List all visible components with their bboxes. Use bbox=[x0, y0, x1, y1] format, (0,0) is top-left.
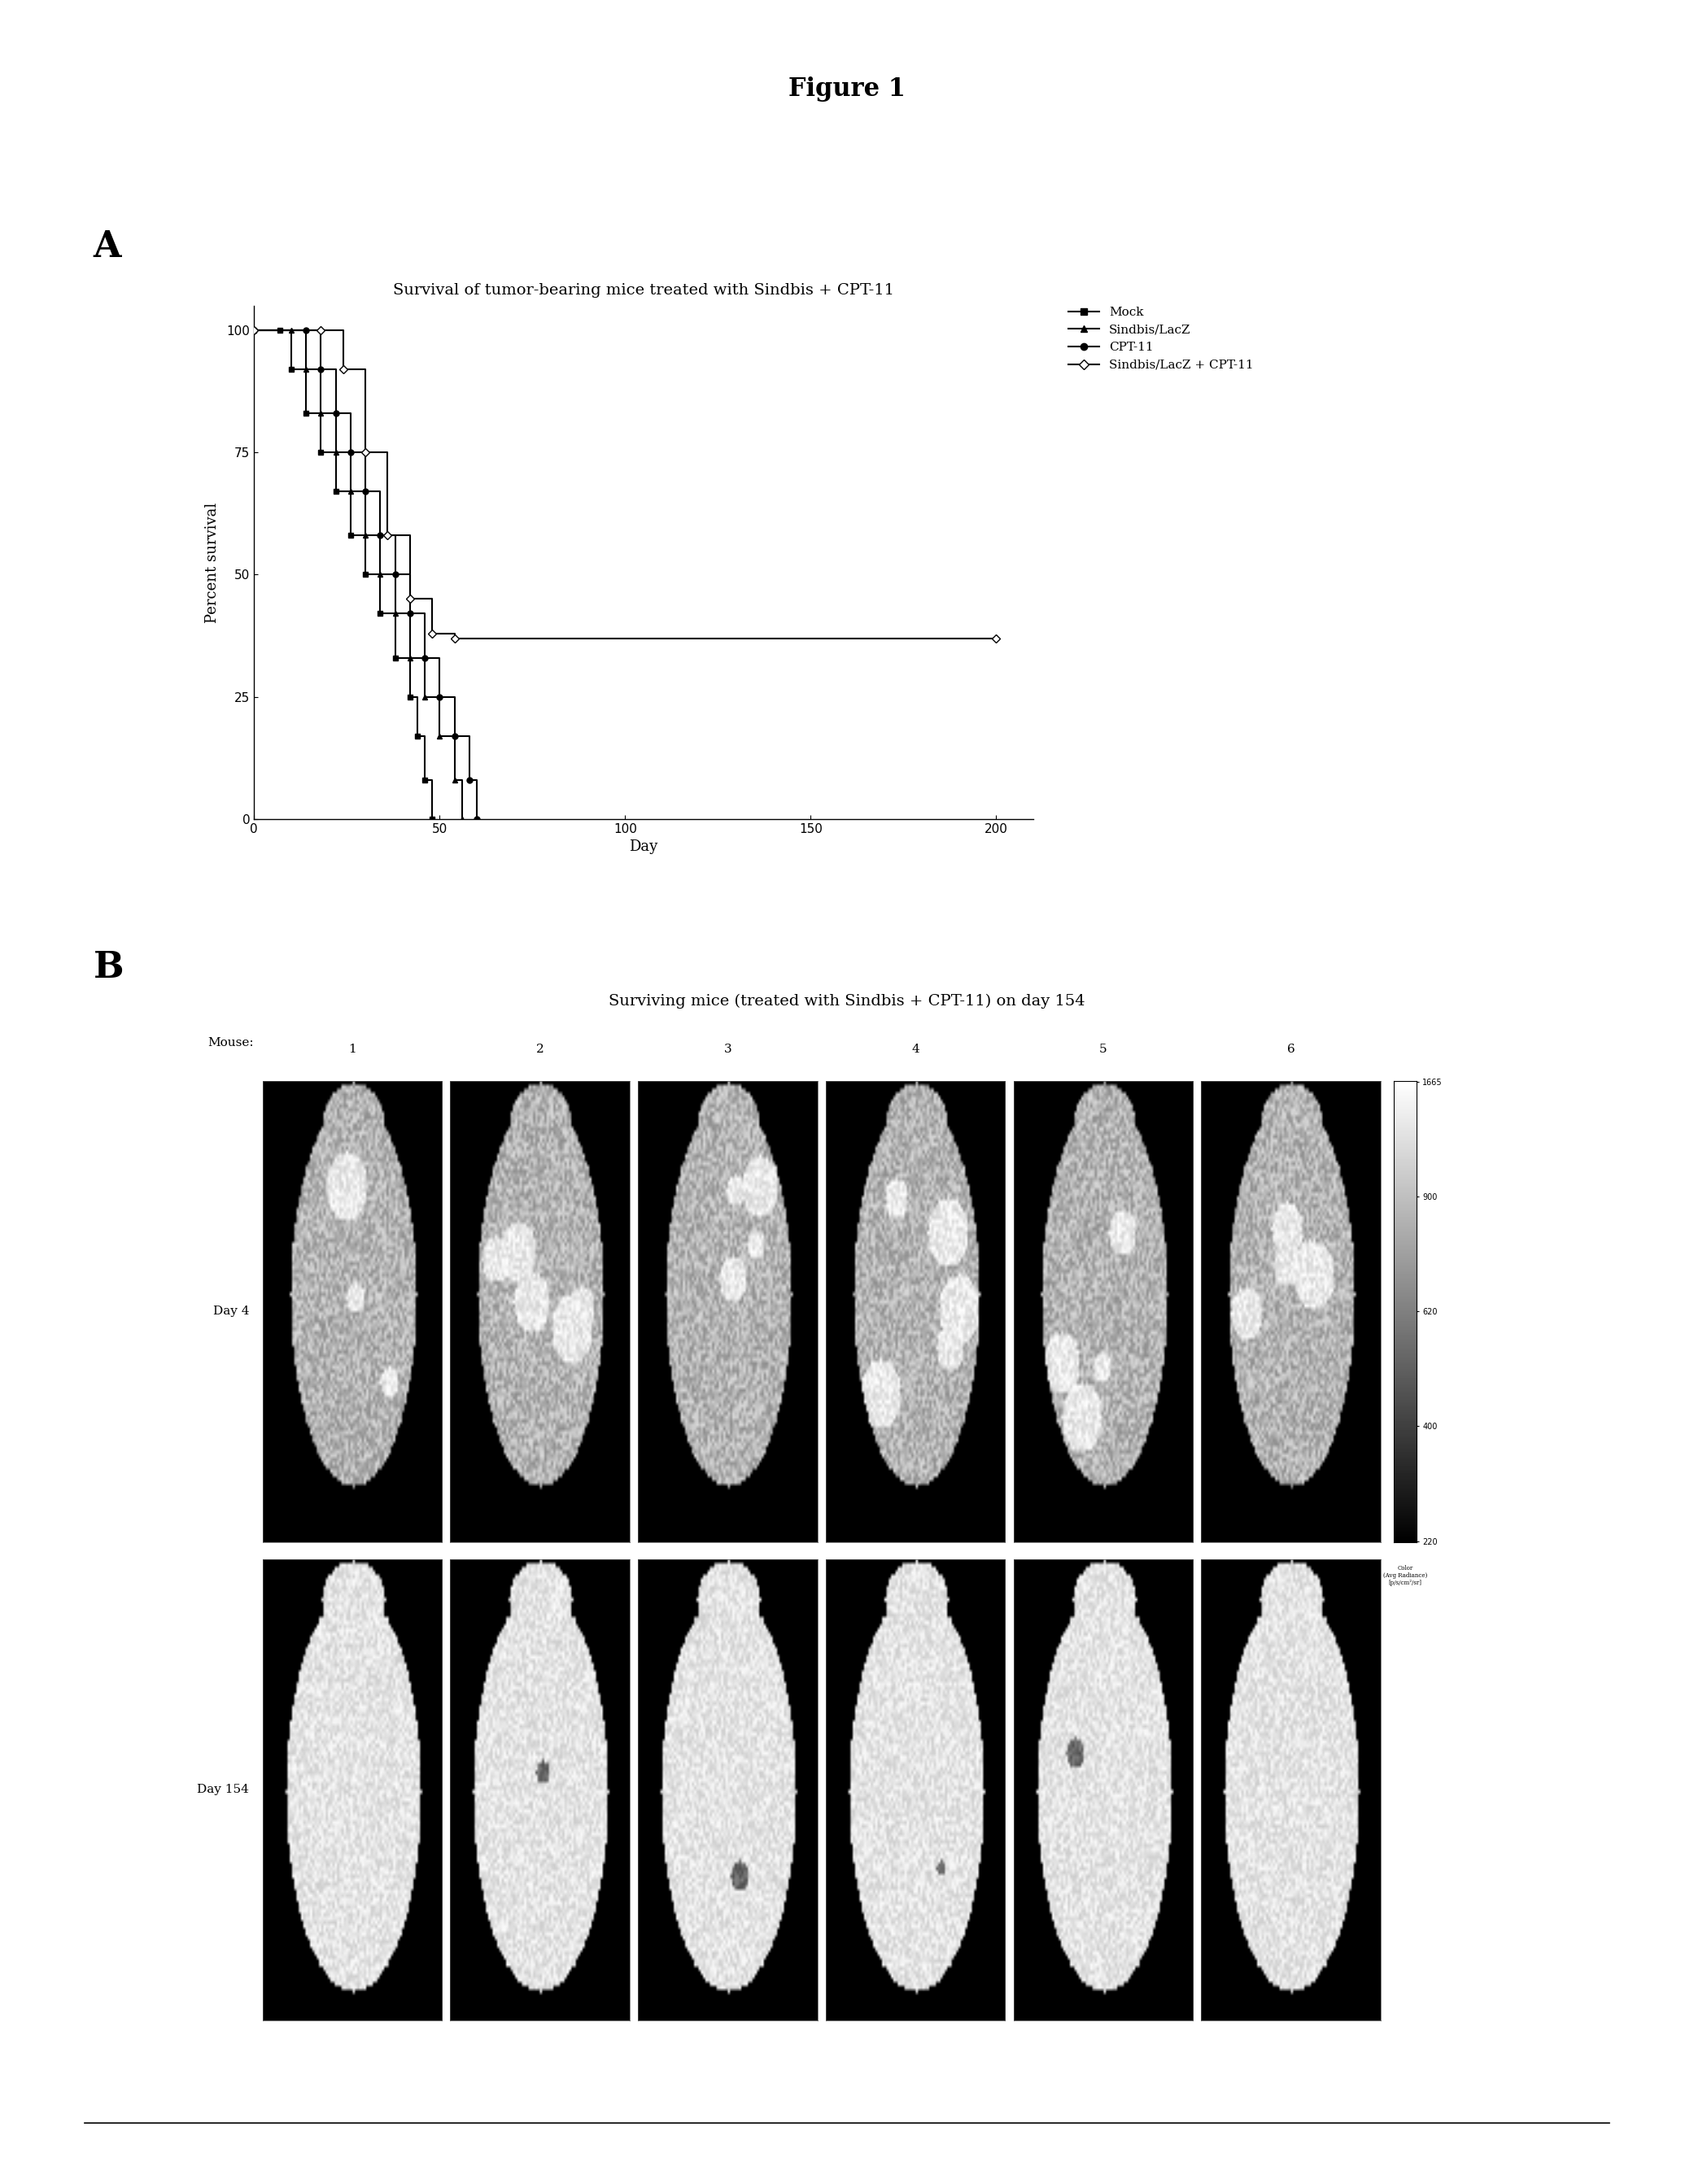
Text: A: A bbox=[93, 229, 122, 264]
Text: 1: 1 bbox=[349, 1044, 356, 1055]
Text: Color
(Avg Radiance)
[p/s/cm²/sr]: Color (Avg Radiance) [p/s/cm²/sr] bbox=[1382, 1566, 1428, 1586]
Text: 6: 6 bbox=[1287, 1044, 1294, 1055]
Text: Mouse:: Mouse: bbox=[208, 1037, 254, 1048]
Title: Survival of tumor-bearing mice treated with Sindbis + CPT-11: Survival of tumor-bearing mice treated w… bbox=[393, 284, 894, 297]
Text: Day 154: Day 154 bbox=[197, 1784, 249, 1795]
Text: 5: 5 bbox=[1099, 1044, 1108, 1055]
Y-axis label: Percent survival: Percent survival bbox=[205, 502, 220, 622]
Text: 4: 4 bbox=[911, 1044, 920, 1055]
Text: Surviving mice (treated with Sindbis + CPT-11) on day 154: Surviving mice (treated with Sindbis + C… bbox=[608, 994, 1086, 1009]
Text: 3: 3 bbox=[723, 1044, 732, 1055]
X-axis label: Day: Day bbox=[630, 839, 657, 854]
Legend: Mock, Sindbis/LacZ, CPT-11, Sindbis/LacZ + CPT-11: Mock, Sindbis/LacZ, CPT-11, Sindbis/LacZ… bbox=[1062, 301, 1259, 376]
Text: Figure 1: Figure 1 bbox=[788, 76, 906, 103]
Text: Day 4: Day 4 bbox=[213, 1306, 249, 1317]
Text: 2: 2 bbox=[535, 1044, 544, 1055]
Text: B: B bbox=[93, 950, 124, 985]
